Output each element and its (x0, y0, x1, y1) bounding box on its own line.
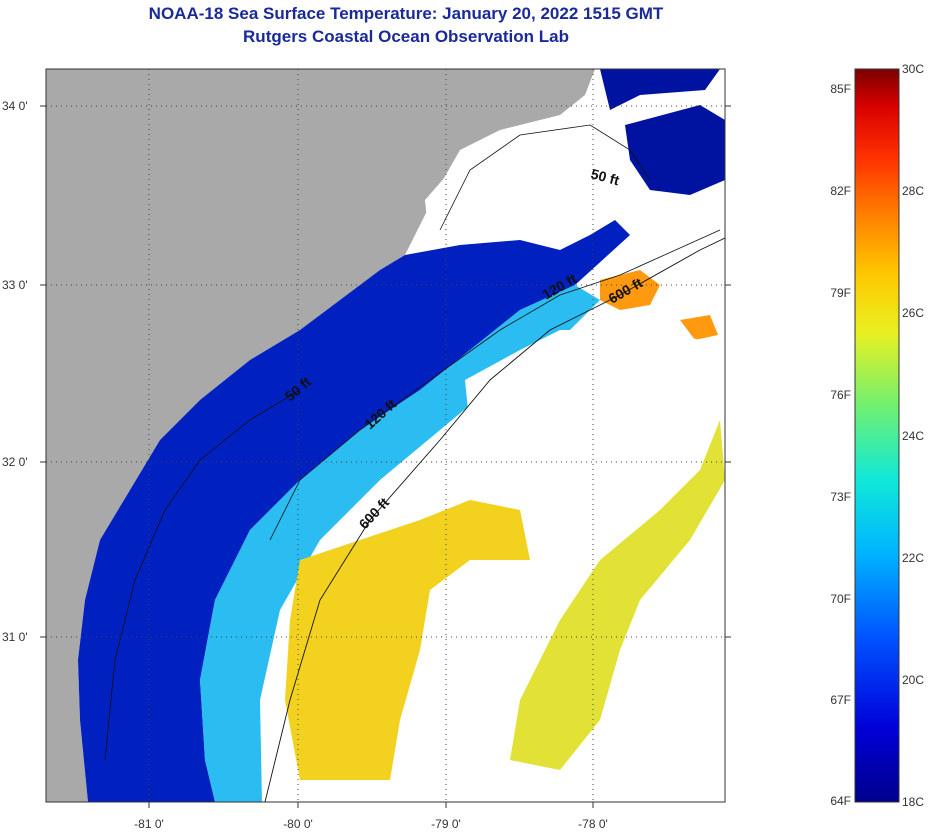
colorbar-f-85: 85F (830, 82, 851, 96)
map-plot-area: 50 ft 120 ft 600 ft 50 ft 120 ft 600 ft (46, 69, 725, 802)
warm-patch-east (680, 315, 718, 340)
cold-northeast-patch (625, 105, 725, 195)
tick-marks (40, 105, 731, 808)
colorbar-c-20: 20C (902, 673, 924, 687)
cloud-cover (465, 330, 725, 540)
lon-label-80: -80 0' (283, 817, 313, 831)
cold-north-patch (600, 69, 720, 110)
colorbar-c-26: 26C (902, 306, 924, 320)
lat-label-32: 32 0' (2, 455, 28, 469)
colorbar-f-82: 82F (830, 184, 851, 198)
warm-patch-northeast (600, 270, 660, 310)
colorbar-f-76: 76F (830, 388, 851, 402)
colorbar-f-67: 67F (830, 693, 851, 707)
colorbar-f-79: 79F (830, 286, 851, 300)
colorbar-c-28: 28C (902, 184, 924, 198)
map-subtitle: Rutgers Coastal Ocean Observation Lab (243, 27, 569, 46)
lat-label-31: 31 0' (2, 630, 28, 644)
colorbar-f-73: 73F (830, 490, 851, 504)
map-title: NOAA-18 Sea Surface Temperature: January… (148, 4, 664, 23)
graticule (46, 69, 725, 802)
cold-coastal-water (78, 220, 630, 802)
colorbar-c-22: 22C (902, 551, 924, 565)
cloud-cover-north (425, 125, 610, 250)
colorbar-c-30: 30C (902, 62, 924, 76)
land-mass (46, 69, 595, 802)
colorbar-c-18: 18C (902, 795, 924, 809)
map-frame (45, 68, 726, 803)
colorbar-c-24: 24C (902, 429, 924, 443)
lat-label-33: 33 0' (2, 278, 28, 292)
lon-label-78: -78 0' (578, 817, 608, 831)
colorbar (854, 68, 900, 803)
isobath-50ft (439, 124, 651, 231)
isobath-50ft-south (104, 389, 301, 761)
lat-label-34: 34 0' (2, 99, 28, 113)
contour-label-50ft-north: 50 ft (589, 165, 621, 188)
isobath-600ft (264, 237, 725, 802)
lon-label-79: -79 0' (431, 817, 461, 831)
warm-offshore-filament (510, 420, 725, 770)
warm-gulf-stream (285, 500, 530, 780)
colorbar-f-64: 64F (830, 794, 851, 808)
isobath-120ft (269, 229, 721, 541)
lon-label-81: -81 0' (134, 817, 164, 831)
colorbar-f-70: 70F (830, 592, 851, 606)
